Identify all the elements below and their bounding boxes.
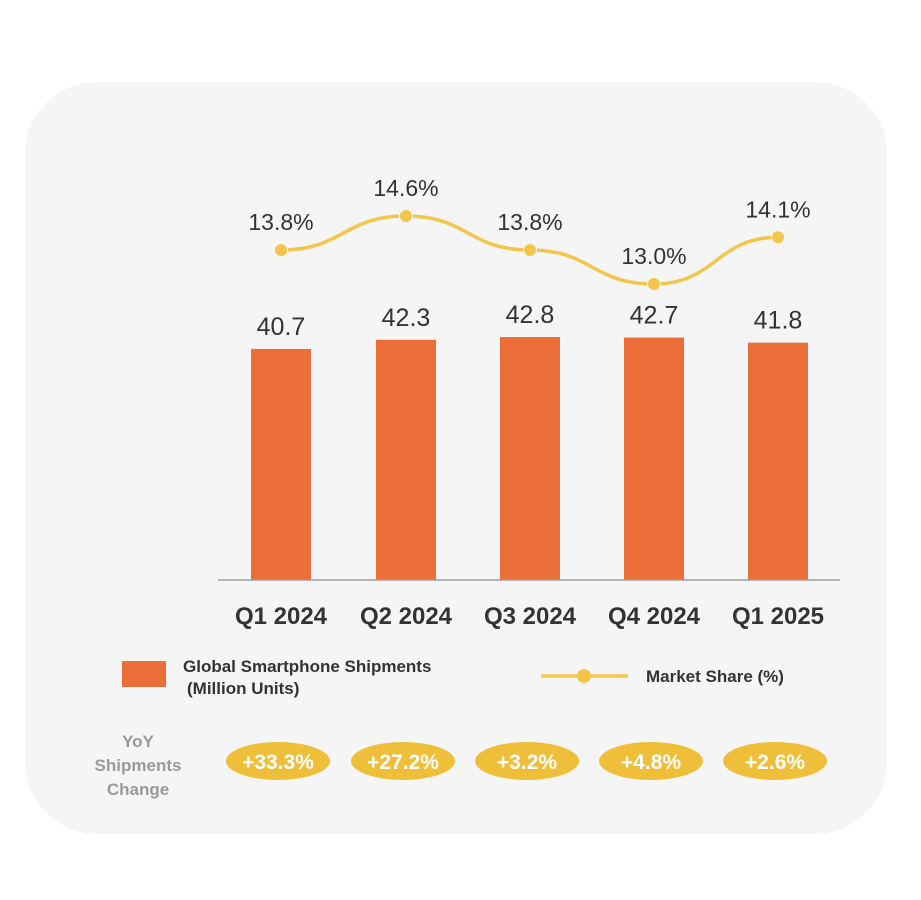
- yoy-pill-label: +4.8%: [621, 751, 681, 774]
- x-tick-label: Q1 2024: [235, 603, 328, 630]
- yoy-pill: [599, 742, 703, 780]
- yoy-title-line: Change: [107, 780, 169, 799]
- shipment-value-label: 41.8: [754, 307, 803, 335]
- legend-line-label: Market Share (%): [646, 667, 784, 686]
- shipment-value-label: 42.8: [506, 301, 555, 329]
- yoy-pill: [723, 742, 827, 780]
- shipment-value-label: 40.7: [257, 313, 306, 341]
- market-share-label: 14.1%: [745, 196, 810, 222]
- legend-bar-swatch: [122, 661, 166, 687]
- yoy-pill: [351, 742, 455, 780]
- shipment-bar: [624, 337, 684, 580]
- yoy-title-line: Shipments: [95, 756, 182, 775]
- market-share-label: 13.0%: [621, 243, 686, 269]
- x-tick-label: Q4 2024: [608, 603, 701, 630]
- legend-bar-label-line2: (Million Units): [187, 679, 299, 698]
- shipment-bar: [251, 348, 311, 580]
- market-share-point: [647, 277, 661, 291]
- yoy-title-line: YoY: [122, 732, 154, 751]
- yoy-pill: [226, 742, 330, 780]
- shipment-value-label: 42.3: [382, 304, 431, 332]
- yoy-pill-label: +33.3%: [242, 751, 314, 774]
- shipment-bar: [500, 337, 560, 580]
- x-tick-label: Q3 2024: [484, 603, 577, 630]
- shipment-bar: [376, 339, 436, 580]
- yoy-pill-label: +2.6%: [745, 751, 805, 774]
- market-share-point: [399, 209, 413, 223]
- market-share-label: 13.8%: [497, 209, 562, 235]
- market-share-label: 14.6%: [373, 175, 438, 201]
- market-share-label: 13.8%: [248, 209, 313, 235]
- yoy-pill-label: +27.2%: [367, 751, 439, 774]
- shipment-bar: [748, 342, 808, 580]
- yoy-pill-label: +3.2%: [497, 751, 557, 774]
- legend-bar-label-line1: Global Smartphone Shipments: [183, 657, 431, 676]
- legend-line-marker: [577, 669, 591, 683]
- chart-card: [25, 82, 887, 834]
- yoy-pill: [475, 742, 579, 780]
- x-tick-label: Q2 2024: [360, 603, 453, 630]
- market-share-point: [771, 230, 785, 245]
- market-share-point: [523, 243, 537, 257]
- x-tick-label: Q1 2025: [732, 603, 824, 630]
- market-share-point: [274, 243, 288, 257]
- shipment-value-label: 42.7: [630, 302, 679, 330]
